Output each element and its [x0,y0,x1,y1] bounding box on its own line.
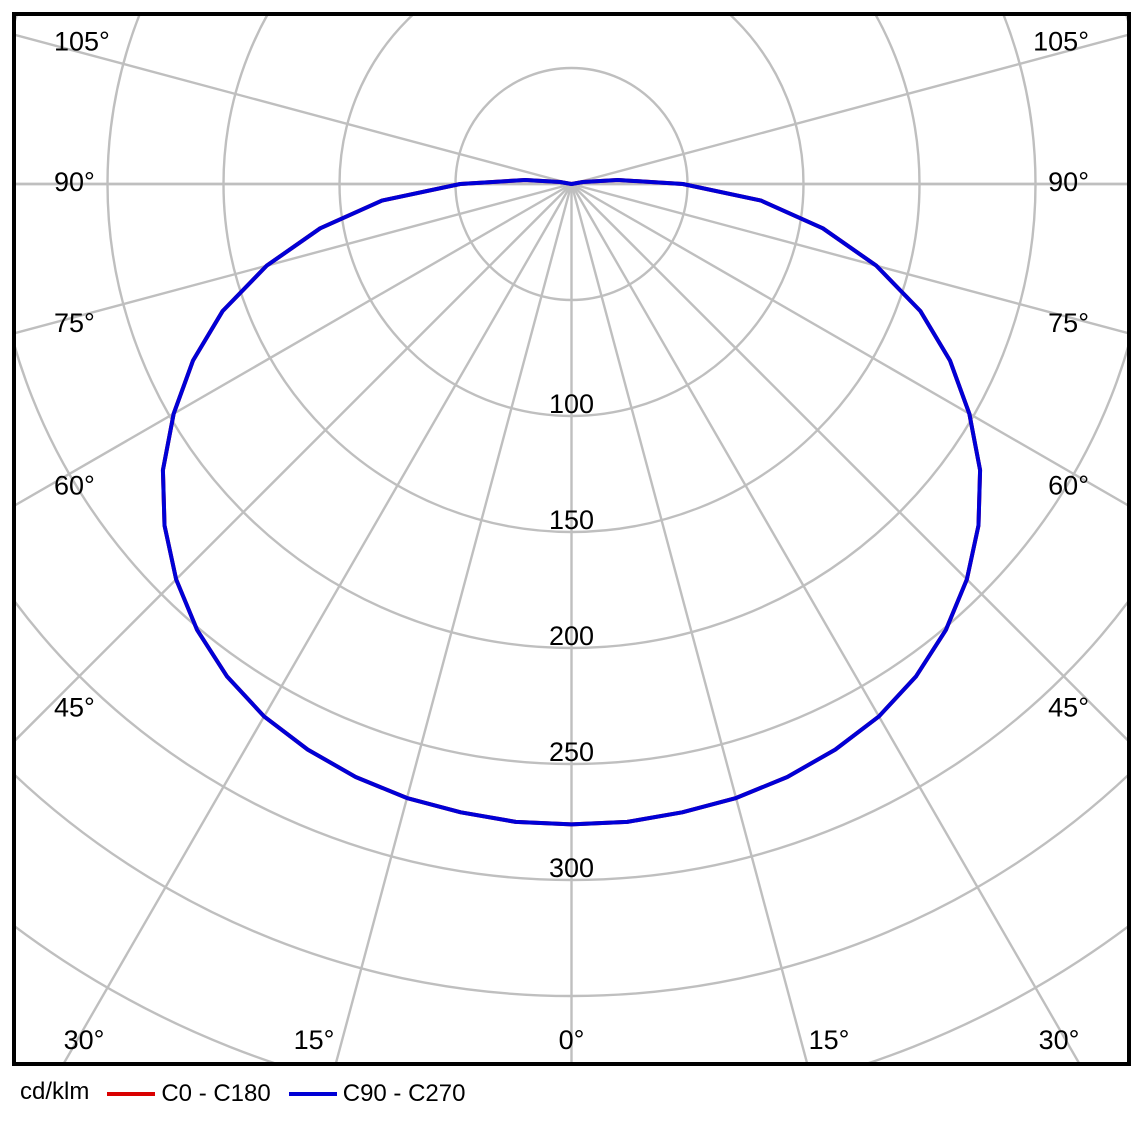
svg-text:200: 200 [549,621,594,651]
legend-label-c90-c270: C90 - C270 [343,1080,466,1108]
legend: cd/klm C0 - C180 C90 - C270 [20,1078,465,1108]
svg-text:90°: 90° [54,167,95,197]
svg-text:15°: 15° [294,1025,335,1055]
svg-text:105°: 105° [54,26,110,56]
legend-swatch-c90-c270 [289,1092,337,1096]
legend-swatch-c0-c180 [107,1092,155,1096]
svg-text:100: 100 [549,389,594,419]
svg-text:250: 250 [549,737,594,767]
svg-text:300: 300 [549,853,594,883]
svg-text:60°: 60° [54,471,95,501]
legend-item-c90-c270: C90 - C270 [289,1080,466,1108]
svg-text:90°: 90° [1048,167,1089,197]
svg-text:45°: 45° [54,693,95,723]
legend-unit-label: cd/klm [20,1078,89,1108]
polar-intensity-chart: 45° 45° 60° 60° 75° 75° 90° 90° 105° 105° 30° 15° 0°… [0,0,1143,1143]
legend-label-c0-c180: C0 - C180 [161,1080,270,1108]
svg-text:150: 150 [549,505,594,535]
svg-text:105°: 105° [1033,26,1089,56]
svg-text:75°: 75° [1048,308,1089,338]
svg-text:75°: 75° [54,308,95,338]
svg-text:30°: 30° [64,1025,105,1055]
svg-text:0°: 0° [559,1025,585,1055]
legend-item-c0-c180: C0 - C180 [107,1080,270,1108]
svg-text:30°: 30° [1039,1025,1080,1055]
svg-text:15°: 15° [809,1025,850,1055]
svg-text:45°: 45° [1048,693,1089,723]
svg-text:60°: 60° [1048,471,1089,501]
